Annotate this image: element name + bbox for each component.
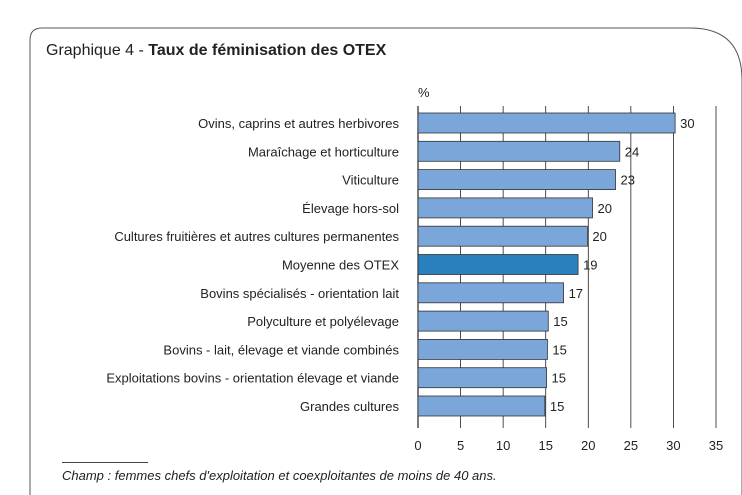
bar-6: [417, 282, 564, 304]
value-label-4: 20: [592, 229, 606, 244]
x-tick-label-35: 35: [709, 438, 723, 453]
x-tick-label-25: 25: [624, 438, 638, 453]
x-tick-label-15: 15: [538, 438, 552, 453]
bar-10: [417, 395, 546, 417]
bar-8: [417, 338, 548, 360]
x-tick-label-30: 30: [666, 438, 680, 453]
category-label-6: Bovins spécialisés - orientation lait: [200, 286, 399, 301]
bar-5: [417, 254, 579, 275]
title-main: Taux de féminisation des OTEX: [148, 42, 387, 59]
category-label-4: Cultures fruitières et autres cultures p…: [114, 229, 399, 244]
value-label-8: 15: [552, 342, 566, 357]
x-tick-label-10: 10: [496, 438, 510, 453]
value-label-1: 24: [625, 144, 639, 159]
value-label-7: 15: [553, 314, 567, 329]
unit-label: %: [418, 85, 430, 100]
category-label-2: Viticulture: [342, 173, 399, 188]
bar-4: [417, 225, 588, 247]
category-label-7: Polyculture et polyélevage: [247, 314, 399, 329]
category-label-5: Moyenne des OTEX: [282, 258, 399, 273]
bar-1: [417, 140, 621, 162]
category-label-8: Bovins - lait, élevage et viande combiné…: [163, 342, 399, 357]
title-prefix: Graphique 4 -: [46, 42, 149, 59]
chart-title: Graphique 4 - Taux de féminisation des O…: [46, 42, 386, 60]
footnote-rule: [62, 462, 148, 463]
x-tick-label-20: 20: [581, 438, 595, 453]
value-label-2: 23: [621, 173, 635, 188]
category-label-3: Élevage hors-sol: [302, 201, 399, 216]
bar-9: [417, 367, 547, 389]
footnote: Champ : femmes chefs d'exploitation et c…: [62, 468, 497, 483]
category-label-9: Exploitations bovins - orientation éleva…: [106, 371, 399, 386]
bar-0: [417, 112, 676, 134]
value-label-9: 15: [552, 371, 566, 386]
bar-3: [417, 197, 593, 219]
value-label-3: 20: [598, 201, 612, 216]
value-label-0: 30: [680, 116, 694, 131]
bar-7: [417, 310, 549, 332]
value-label-10: 15: [550, 399, 564, 414]
bar-2: [417, 169, 616, 191]
value-label-5: 19: [583, 258, 597, 273]
frame-border: [29, 27, 742, 495]
category-label-1: Maraîchage et horticulture: [248, 144, 399, 159]
category-label-10: Grandes cultures: [300, 399, 399, 414]
x-tick-label-0: 0: [414, 438, 421, 453]
category-label-0: Ovins, caprins et autres herbivores: [198, 116, 399, 131]
value-label-6: 17: [569, 286, 583, 301]
x-tick-label-5: 5: [457, 438, 464, 453]
